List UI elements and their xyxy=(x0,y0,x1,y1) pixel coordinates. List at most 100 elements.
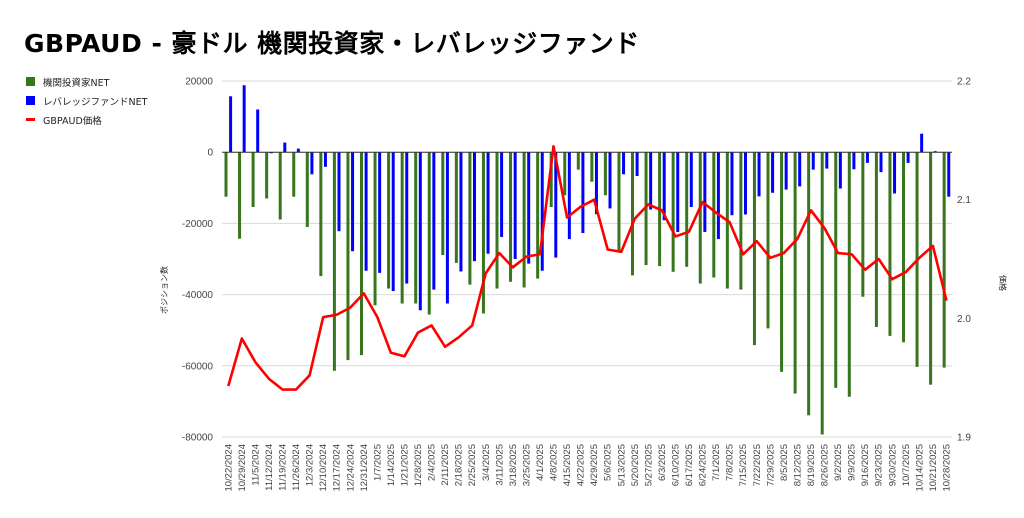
leveraged-net-bar xyxy=(391,152,395,292)
x-tick-label: 12/24/2024 xyxy=(345,444,356,492)
institutional-net-bar xyxy=(942,152,946,368)
institutional-net-bar xyxy=(807,152,811,416)
y-tick-label: 20000 xyxy=(185,77,213,88)
institutional-net-bar xyxy=(509,152,513,282)
x-tick-label: 10/21/2025 xyxy=(928,444,939,492)
y2-axis-title: 価格 xyxy=(998,275,1008,291)
leveraged-net-bar xyxy=(608,152,612,209)
leveraged-net-bar xyxy=(689,152,693,208)
institutional-net-bar xyxy=(360,152,363,356)
institutional-net-bar xyxy=(712,152,716,278)
legend-label: 機関投資家NET xyxy=(43,77,110,89)
leveraged-net-bar xyxy=(296,148,300,153)
leveraged-net-bar xyxy=(635,152,639,177)
x-tick-label: 2/18/2025 xyxy=(454,444,465,486)
institutional-net-bar xyxy=(698,152,702,284)
x-tick-label: 9/2/2025 xyxy=(833,444,844,481)
x-tick-label: 10/7/2025 xyxy=(901,444,912,486)
x-tick-label: 12/31/2024 xyxy=(359,444,370,492)
x-tick-label: 6/17/2025 xyxy=(684,444,695,486)
x-tick-label: 5/6/2025 xyxy=(603,444,614,481)
leveraged-net-bar xyxy=(703,152,707,232)
leveraged-net-bar xyxy=(730,152,734,216)
leveraged-net-bar xyxy=(527,152,531,264)
x-tick-label: 3/25/2025 xyxy=(521,444,532,486)
x-tick-label: 11/19/2024 xyxy=(278,444,289,491)
leveraged-net-bar xyxy=(744,152,747,215)
institutional-net-bar xyxy=(739,152,743,290)
leveraged-net-bar xyxy=(865,152,869,163)
leveraged-net-bar xyxy=(486,152,490,254)
institutional-net-bar xyxy=(902,152,905,343)
x-tick-label: 12/17/2024 xyxy=(332,444,343,492)
price-line xyxy=(227,144,948,391)
institutional-net-bar xyxy=(278,152,282,220)
x-tick-label: 6/3/2025 xyxy=(657,444,668,481)
y2-tick-label: 2.0 xyxy=(957,314,971,325)
x-tick-label: 9/30/2025 xyxy=(887,444,898,486)
leveraged-net-bar xyxy=(649,152,653,210)
leveraged-net-bar xyxy=(947,152,951,197)
leveraged-net-bar xyxy=(906,152,910,163)
institutional-net-bar xyxy=(387,152,391,289)
leveraged-net-bar xyxy=(432,152,436,290)
institutional-net-bar xyxy=(834,152,838,388)
legend-item-price[interactable]: GBPAUD価格 xyxy=(26,110,147,129)
x-tick-label: 7/15/2025 xyxy=(738,444,749,486)
x-tick-label: 1/21/2025 xyxy=(399,444,410,486)
institutional-net-bar xyxy=(685,152,689,267)
institutional-net-bar xyxy=(224,152,228,197)
leveraged-net-bar xyxy=(283,142,287,153)
leveraged-net-bar xyxy=(418,152,422,311)
legend-item-institutional[interactable]: 機関投資家NET xyxy=(26,72,147,91)
chart-title: GBPAUD - 豪ドル 機関投資家・レバレッジファンド xyxy=(24,29,640,58)
leveraged-net-bar xyxy=(269,152,273,154)
institutional-net-bar xyxy=(780,152,784,372)
leveraged-net-bar xyxy=(540,152,544,271)
institutional-net-bar xyxy=(332,152,336,371)
x-tick-label: 7/1/2025 xyxy=(711,444,722,481)
leveraged-net-bar xyxy=(852,152,856,170)
institutional-net-bar xyxy=(481,152,485,314)
y-axis-title: ポジション数 xyxy=(159,266,169,314)
leveraged-net-bar xyxy=(445,152,449,304)
x-tick-label: 3/4/2025 xyxy=(481,444,492,481)
institutional-net-bar xyxy=(563,152,567,196)
y-tick-label: -80000 xyxy=(182,433,214,444)
institutional-net-bar xyxy=(590,152,594,182)
legend-label: レバレッジファンドNET xyxy=(43,96,148,108)
institutional-net-bar xyxy=(671,152,675,272)
x-tick-label: 11/5/2024 xyxy=(250,444,261,486)
leveraged-net-bar xyxy=(581,152,585,234)
legend-swatch-green xyxy=(26,77,35,86)
x-tick-label: 7/29/2025 xyxy=(765,444,776,486)
institutional-net-bar xyxy=(929,152,933,385)
institutional-net-bar xyxy=(346,152,350,361)
leveraged-net-bar xyxy=(500,152,504,237)
x-tick-label: 4/22/2025 xyxy=(576,444,587,486)
x-tick-label: 8/19/2025 xyxy=(806,444,817,486)
institutional-net-bar xyxy=(427,152,431,315)
institutional-net-bar xyxy=(874,152,878,327)
leveraged-net-bar xyxy=(825,152,829,169)
leveraged-net-bar xyxy=(229,96,233,153)
x-tick-label: 9/9/2025 xyxy=(847,444,858,481)
legend-swatch-blue xyxy=(26,96,35,105)
x-tick-label: 5/20/2025 xyxy=(630,444,641,486)
x-tick-label: 6/24/2025 xyxy=(698,444,709,486)
x-tick-label: 5/13/2025 xyxy=(616,444,627,486)
x-tick-label: 12/3/2024 xyxy=(305,444,316,486)
leveraged-net-bar xyxy=(716,152,720,240)
x-tick-label: 10/22/2024 xyxy=(223,444,234,492)
institutional-net-bar xyxy=(549,152,553,208)
x-tick-label: 12/10/2024 xyxy=(318,444,329,492)
legend-item-leveraged[interactable]: レバレッジファンドNET xyxy=(26,91,147,110)
leveraged-net-bar xyxy=(256,109,260,153)
leveraged-net-bar xyxy=(459,152,463,272)
y2-tick-label: 2.1 xyxy=(957,195,971,206)
institutional-net-bar xyxy=(536,152,540,279)
x-tick-label: 4/1/2025 xyxy=(535,444,546,481)
x-tick-label: 1/28/2025 xyxy=(413,444,424,486)
institutional-net-bar xyxy=(617,152,621,252)
x-tick-label: 3/11/2025 xyxy=(494,444,505,486)
